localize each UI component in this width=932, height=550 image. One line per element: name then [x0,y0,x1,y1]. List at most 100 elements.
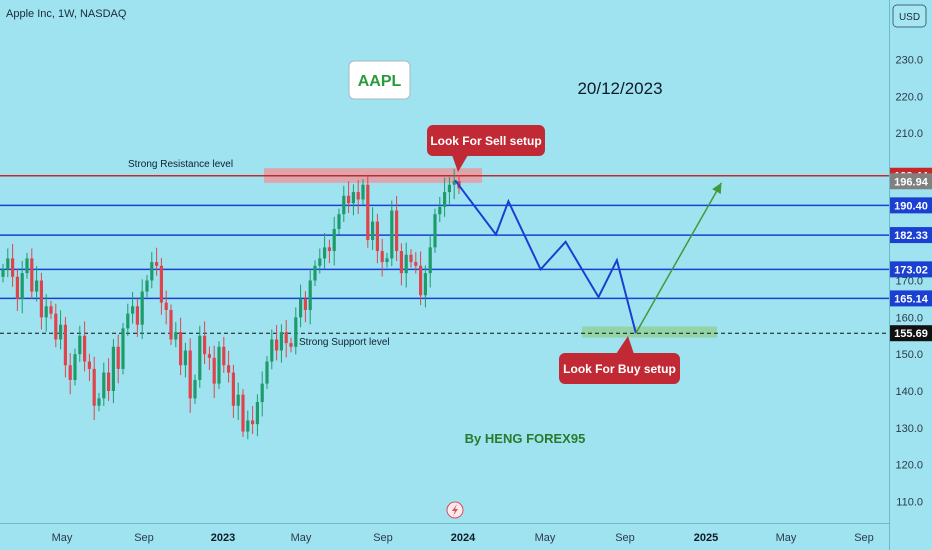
candle-body-49 [236,394,240,406]
candle-body-67 [323,247,327,259]
currency-label: USD [899,12,920,23]
candle-body-46 [222,346,226,366]
candle-body-30 [145,280,149,292]
price-tag-4 [890,261,932,278]
candle-body-1 [6,258,10,270]
candle-body-7 [35,280,39,292]
candle-body-82 [395,210,399,252]
candle-body-50 [241,394,245,432]
candle-body-87 [419,265,423,296]
candle-body-40 [193,379,197,399]
y-tick-220: 220.0 [895,91,923,103]
candle-body-18 [87,361,91,369]
currency-button[interactable] [892,4,927,28]
candle-body-36 [174,332,178,340]
candle-body-54 [260,383,264,403]
y-tick-120: 120.0 [895,460,923,472]
price-tag-3 [890,227,932,244]
candle-body-16 [78,335,82,355]
symbol-title: Apple Inc, 1W, NASDAQ [6,8,127,20]
x-axis-ticks: May Sep 2023 May Sep 2024 May Sep 2025 May Sep [52,532,874,544]
y-tick-160: 160.0 [895,312,923,324]
candle-body-89 [428,247,432,274]
sell-callout [427,125,545,156]
candle-body-42 [203,335,207,355]
candle-body-48 [231,372,235,406]
candle-body-23 [111,346,115,391]
candle-body-66 [318,258,322,266]
candle-body-83 [399,251,403,274]
recovery-path [635,182,723,334]
candle-body-4 [20,273,24,299]
candle-body-84 [404,254,408,274]
candle-body-71 [342,195,346,215]
level-lines [0,174,889,334]
x-tick-10: Sep [854,532,874,544]
candle-body-70 [337,214,341,229]
candle-body-8 [39,280,43,318]
candle-body-17 [83,335,87,362]
candle-body-31 [150,262,154,281]
price-tag-1 [890,173,932,190]
candle-body-94 [452,181,456,185]
candle-body-63 [303,298,307,310]
candle-body-11 [54,313,58,340]
lightning-glyph [452,504,458,516]
candle-body-20 [97,398,101,406]
y-axis-ticks: 110.0 120.0 130.0 140.0 150.0 160.0 170.0 210.0… [895,55,923,509]
buy-callout-text: Look For Buy setup [563,362,676,376]
candle-body-10 [49,306,53,314]
candle-body-61 [294,317,298,347]
support-zone [582,326,717,338]
candle-body-22 [107,372,111,391]
candle-body-6 [30,258,34,292]
projection-path [454,179,637,334]
price-tag-text-2: 190.40 [894,200,928,212]
candle-body-59 [284,332,288,344]
candle-body-68 [327,247,331,252]
candle-body-62 [299,298,303,318]
candle-body-86 [414,262,418,266]
candle-body-24 [116,346,120,369]
candle-body-78 [375,221,379,252]
candles [1,168,461,440]
x-tick-0: May [52,532,73,544]
candle-body-13 [63,324,67,366]
candle-body-69 [332,228,336,252]
candle-body-19 [92,368,96,406]
price-tags: 198.44196.94190.40182.33173.02165.14155.… [890,167,932,342]
candle-body-2 [11,258,15,277]
x-tick-8: 2025 [694,532,718,544]
price-tag-6 [890,325,932,342]
y-tick-110: 110.0 [896,497,923,509]
candle-body-3 [15,276,19,299]
price-tag-text-4: 173.02 [894,264,928,276]
price-tag-text-1: 196.94 [894,176,929,188]
candle-body-12 [59,324,63,340]
candle-body-27 [131,306,135,314]
price-tag-text-3: 182.33 [894,230,928,242]
candle-body-25 [121,328,125,369]
resistance-label: Strong Resistance level [128,159,233,170]
candle-body-45 [217,346,221,384]
candle-body-80 [385,258,389,263]
candle-body-5 [25,258,29,274]
candle-body-43 [207,354,211,358]
candle-body-38 [183,350,187,366]
candle-body-32 [155,262,159,266]
candle-body-34 [164,302,168,310]
x-tick-6: May [535,532,556,544]
candle-body-88 [423,273,427,296]
candle-body-75 [361,184,365,200]
candle-body-90 [433,214,437,248]
recovery-arrowhead [712,182,722,195]
candle-body-9 [44,306,48,318]
candle-body-39 [188,350,192,399]
candle-body-37 [179,332,183,366]
candle-body-77 [371,221,375,240]
y-tick-140: 140.0 [895,386,923,398]
y-tick-170: 170.0 [895,276,923,288]
candle-body-56 [270,339,274,362]
x-tick-3: May [291,532,312,544]
ticker-box [348,60,411,100]
